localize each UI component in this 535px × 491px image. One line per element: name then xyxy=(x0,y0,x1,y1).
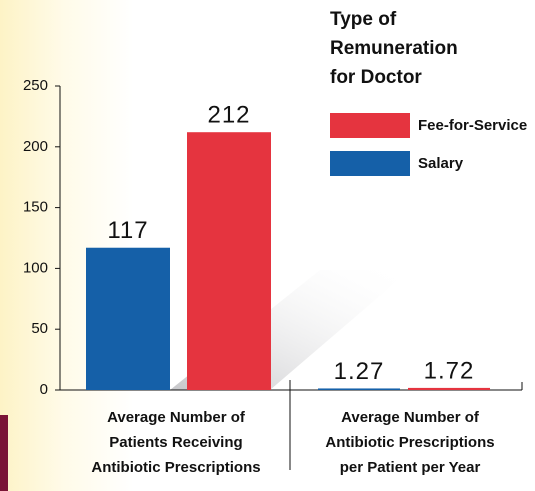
legend-swatch xyxy=(330,113,410,138)
bar xyxy=(318,388,400,390)
legend-swatch xyxy=(330,151,410,176)
bar xyxy=(187,132,271,390)
legend-title: Type of xyxy=(330,9,397,30)
data-label: 1.27 xyxy=(334,358,385,385)
side-strip xyxy=(0,415,8,491)
x-tick-label: per Patient per Year xyxy=(340,459,481,476)
x-tick-label: Average Number of xyxy=(341,409,480,426)
y-tick-label: 200 xyxy=(23,138,48,155)
y-tick-label: 250 xyxy=(23,77,48,94)
legend-label: Fee-for-Service xyxy=(418,117,527,134)
legend-label: Salary xyxy=(418,155,464,172)
x-tick-label: Antibiotic Prescriptions xyxy=(325,434,494,451)
y-tick-label: 150 xyxy=(23,199,48,216)
bar xyxy=(408,387,490,390)
data-label: 212 xyxy=(207,102,250,129)
x-tick-label: Patients Receiving xyxy=(109,434,242,451)
y-tick-label: 100 xyxy=(23,259,48,276)
x-tick-label: Average Number of xyxy=(107,409,246,426)
y-tick-label: 50 xyxy=(31,320,48,337)
data-label: 1.72 xyxy=(424,357,475,384)
data-label: 117 xyxy=(107,217,148,244)
x-tick-label: Antibiotic Prescriptions xyxy=(91,459,260,476)
y-tick-label: 0 xyxy=(40,381,48,398)
bar xyxy=(86,247,170,390)
legend-title: Remuneration xyxy=(330,38,458,59)
legend-title: for Doctor xyxy=(330,67,422,88)
